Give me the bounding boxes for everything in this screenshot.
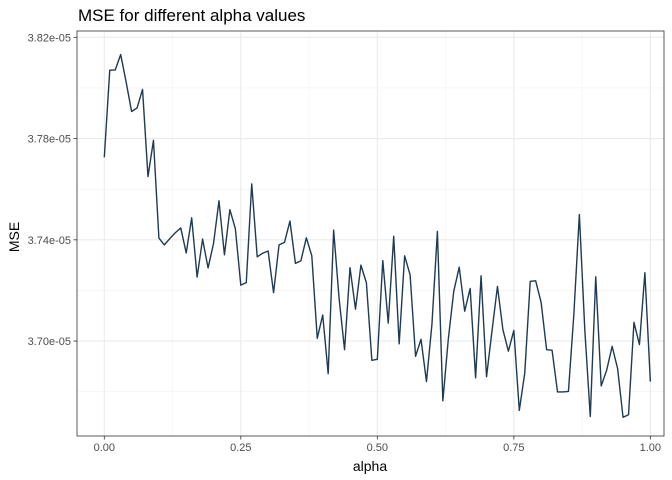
axes: 0.00 0.25 0.50 0.75 1.00 3.70e-05 3.74e-05 3.78…	[28, 32, 661, 454]
y-tick-label: 3.82e-05	[28, 32, 71, 44]
x-tick-label: 0.75	[503, 442, 524, 454]
x-tick-label: 0.50	[367, 442, 388, 454]
y-tick-label: 3.70e-05	[28, 336, 71, 348]
chart-title: MSE for different alpha values	[78, 6, 305, 25]
x-tick-label: 1.00	[640, 442, 661, 454]
y-tick-label: 3.78e-05	[28, 134, 71, 146]
grid	[77, 31, 664, 436]
panel-border	[76, 30, 665, 437]
mse-series-line	[103, 53, 652, 418]
plot-area	[103, 53, 652, 418]
y-axis-label: MSE	[6, 222, 22, 252]
x-tick-label: 0.00	[94, 442, 115, 454]
y-tick-label: 3.74e-05	[28, 235, 71, 247]
x-tick-label: 0.25	[230, 442, 251, 454]
x-axis-label: alpha	[353, 458, 387, 474]
